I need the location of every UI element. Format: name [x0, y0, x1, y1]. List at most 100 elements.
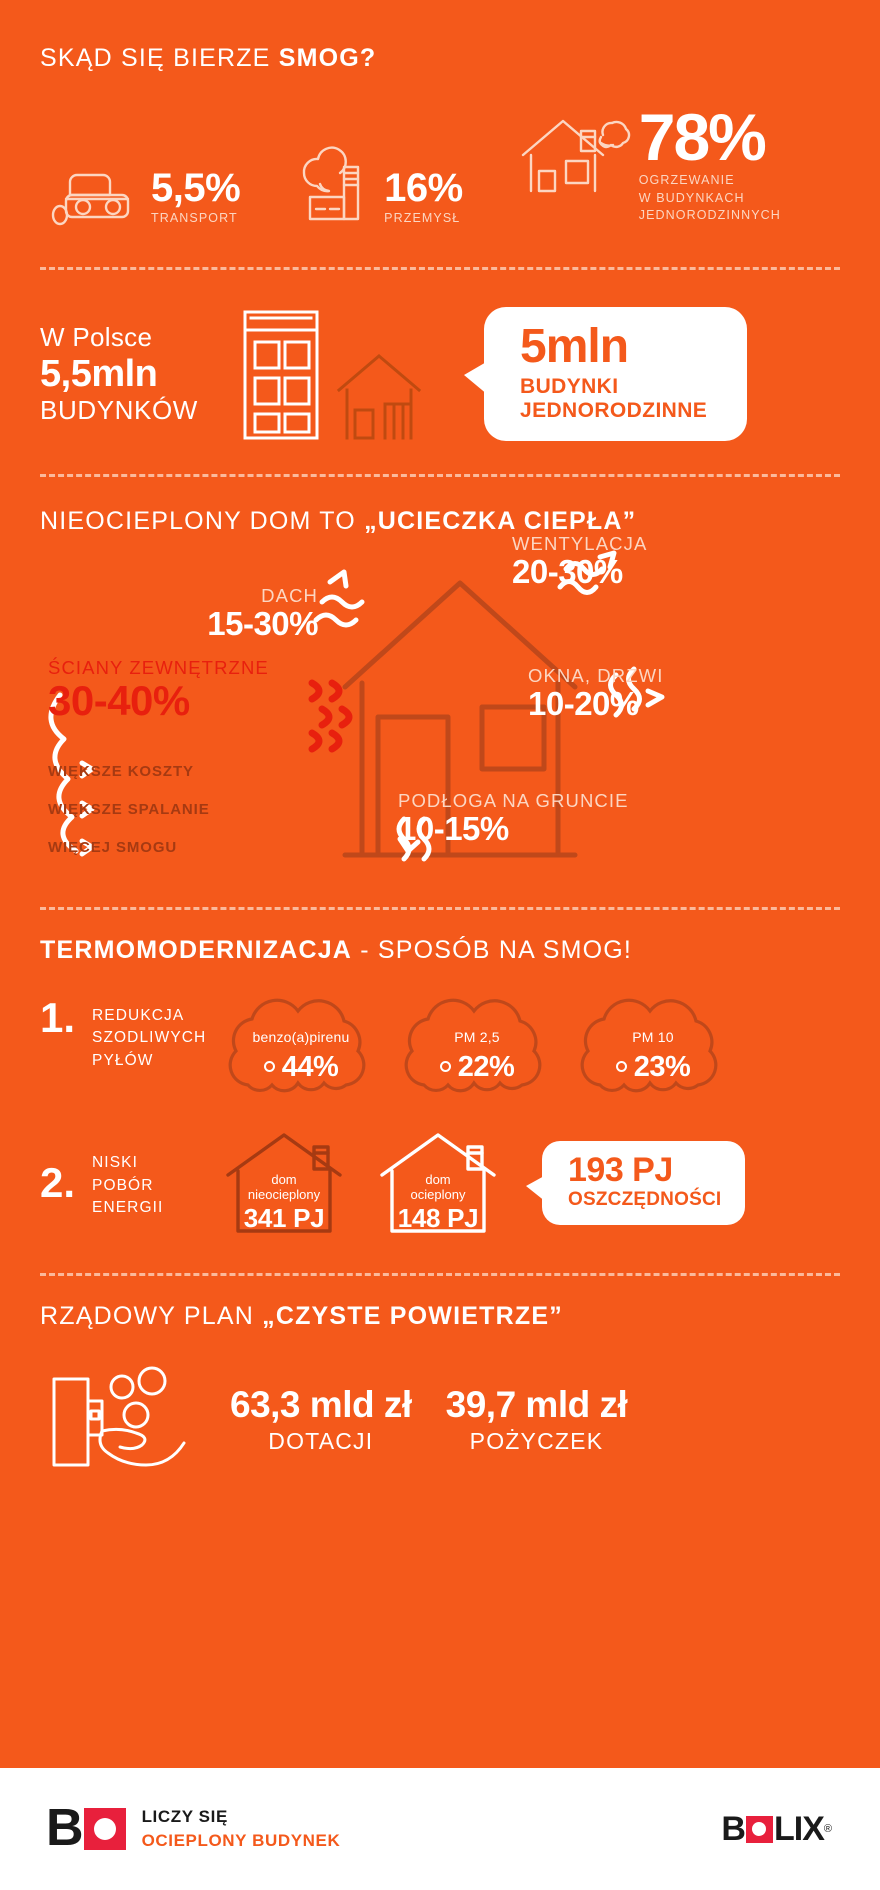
- source-heating-text: 78% OGRZEWANIE W BUDYNKACH JEDNORODZINNY…: [629, 100, 781, 227]
- buildings-icons: [233, 304, 448, 444]
- heat-loss-walls-name: ŚCIANY ZEWNĘTRZNE: [48, 657, 269, 678]
- house-smoke-icon: [521, 109, 630, 201]
- bolix-brand-logo: B LIX ®: [721, 1809, 832, 1848]
- callout-5mln-label: BUDYNKI JEDNORODZINNE: [520, 375, 707, 424]
- callout-savings-label: OSZCZĘDNOŚCI: [568, 1189, 722, 1210]
- cloud-pm10-value: 23%: [572, 1051, 734, 1084]
- cloud-icon: [228, 998, 366, 1093]
- source-transport-text: 5,5% TRANSPORT: [141, 166, 241, 227]
- bullet-dot-icon: [615, 1061, 627, 1072]
- big-house-outline: [342, 580, 578, 858]
- heat-loss-floor-value: 10-15%: [398, 810, 509, 847]
- car-icon: [51, 165, 141, 227]
- divider-2: [40, 474, 840, 477]
- heating-label-line3: JEDNORODZINNYCH: [638, 208, 781, 223]
- source-industry-value: 16%: [384, 166, 463, 210]
- source-heating: 78% OGRZEWANIE W BUDYNKACH JEDNORODZINNY…: [521, 100, 781, 227]
- heat-loss-windows: OKNA, DRZWI 10-20%: [528, 665, 728, 722]
- step-1-number: 1.: [40, 994, 76, 1041]
- cloud-pm25-value: 22%: [396, 1051, 558, 1084]
- heat-loss-floor: PODŁOGA NA GRUNCIE 10-15%: [398, 790, 658, 847]
- footer-slogan: LICZY SIĘ OCIEPLONY BUDYNEK: [142, 1807, 341, 1851]
- funding-grants: 63,3 mld zł DOTACJI: [230, 1384, 412, 1455]
- poland-line3: BUDYNKÓW: [40, 395, 198, 426]
- section5-title-plain: RZĄDOWY PLAN: [40, 1302, 263, 1330]
- house-outline-icon: [226, 1133, 342, 1233]
- bolix-brand-o-icon: [745, 1815, 773, 1843]
- funding-row: 63,3 mld zł DOTACJI 39,7 mld zł POŻYCZEK: [40, 1365, 840, 1473]
- cloud-icon: [580, 998, 718, 1093]
- section4-title-bold: TERMOMODERNIZACJA: [40, 936, 353, 964]
- factory-icon: [296, 145, 374, 227]
- footer: B LICZY SIĘ OCIEPLONY BUDYNEK B LIX ®: [0, 1768, 880, 1890]
- callout-5mln-line2: JEDNORODZINNE: [520, 399, 708, 422]
- bolix-brand-dot-icon: [752, 1822, 767, 1836]
- section3-title-bold: „UCIECZKA CIEPŁA”: [364, 507, 637, 535]
- section-smog-sources: SKĄD SIĘ BIERZE SMOG?: [0, 0, 880, 227]
- house-insulated-label-line2: ocieplony: [410, 1186, 466, 1202]
- cloud-pm10-name: PM 10: [632, 1029, 674, 1045]
- step-1-text: REDUKCJA SZODLIWYCH PYŁÓW: [92, 1007, 207, 1069]
- poland-line1: W Polsce: [40, 321, 153, 352]
- footer-slogan-line2: OCIEPLONY BUDYNEK: [141, 1831, 341, 1850]
- divider-4: [40, 1273, 840, 1276]
- house-insulated-value: 148 PJ: [397, 1203, 479, 1233]
- source-transport-value: 5,5%: [151, 166, 241, 210]
- cloud-benzoapiren-name: benzo(a)pirenu: [252, 1029, 350, 1045]
- funding-loans: 39,7 mld zł POŻYCZEK: [446, 1384, 628, 1455]
- section-heat-loss: NIEOCIEPLONY DOM TO „UCIECZKA CIEPŁA”: [0, 477, 880, 907]
- house-insulated-label: dom ocieplony: [372, 1172, 504, 1203]
- heat-loss-walls-value: 30-40%: [48, 677, 190, 724]
- house-uninsulated-label-line1: dom: [271, 1172, 297, 1187]
- cloud-benzoapiren-value: 44%: [220, 1051, 382, 1084]
- consequence-item: WIĘKSZE SPALANIE: [48, 801, 210, 818]
- section5-title-bold: „CZYSTE POWIETRZE”: [262, 1302, 563, 1330]
- heat-loss-ventilation-name: WENTYLACJA: [512, 533, 648, 554]
- footer-slogan-line1: LICZY SIĘ: [141, 1807, 228, 1826]
- funding-grants-label: DOTACJI: [268, 1427, 374, 1454]
- bullet-dot-icon: [439, 1061, 451, 1072]
- step-2-number: 2.: [40, 1159, 76, 1207]
- heat-loss-roof-value: 15-30%: [207, 605, 318, 642]
- bo-logo-letter-b: B: [46, 1799, 84, 1858]
- heating-label-line2: W BUDYNKACH: [638, 190, 745, 205]
- bo-logo: B: [46, 1799, 126, 1858]
- cloud-pm25-value-text: 22%: [457, 1051, 515, 1083]
- bo-logo-letter-o: [83, 1807, 126, 1850]
- section1-title: SKĄD SIĘ BIERZE SMOG?: [40, 44, 840, 73]
- source-heating-value: 78%: [638, 100, 767, 174]
- cloud-benzoapiren-value-text: 44%: [281, 1051, 339, 1083]
- source-industry: 16% PRZEMYSŁ: [296, 145, 463, 227]
- funding-loans-amount: 39,7 mld zł: [445, 1383, 628, 1425]
- funding-loans-label: POŻYCZEK: [469, 1427, 604, 1454]
- heat-loss-windows-value: 10-20%: [528, 685, 639, 722]
- house-uninsulated-value: 341 PJ: [243, 1203, 325, 1233]
- bolix-brand-registered: ®: [823, 1823, 832, 1835]
- callout-savings: 193 PJ OSZCZĘDNOŚCI: [525, 1141, 746, 1225]
- source-industry-text: 16% PRZEMYSŁ: [374, 166, 463, 227]
- heat-loss-ventilation-value: 20-30%: [512, 553, 623, 590]
- hand-with-coins-icon: [40, 1365, 230, 1473]
- source-heating-label: OGRZEWANIE W BUDYNKACH JEDNORODZINNYCH: [639, 172, 781, 225]
- section4-title: TERMOMODERNIZACJA - SPOSÓB NA SMOG!: [40, 936, 840, 965]
- heat-loss-roof: DACH 15-30%: [168, 585, 318, 642]
- cloud-icon: [404, 998, 542, 1093]
- section1-title-bold: SMOG?: [278, 44, 377, 72]
- step-2: 2. NISKI POBÓR ENERGII dom nieocieplony …: [40, 1127, 840, 1239]
- heat-loss-floor-name: PODŁOGA NA GRUNCIE: [398, 790, 629, 811]
- wall-heat-arrow-icon: [308, 679, 353, 753]
- poland-line2: 5,5mln: [40, 352, 158, 395]
- section-government-plan: RZĄDOWY PLAN „CZYSTE POWIETRZE”: [0, 1276, 880, 1473]
- callout-5mln-value: 5mln: [520, 319, 629, 373]
- house-insulated: dom ocieplony 148 PJ: [372, 1127, 504, 1239]
- house-icon: [336, 354, 422, 440]
- heat-loss-windows-name: OKNA, DRZWI: [528, 665, 664, 686]
- section5-title: RZĄDOWY PLAN „CZYSTE POWIETRZE”: [40, 1302, 840, 1331]
- house-uninsulated-label-line2: nieocieplony: [247, 1186, 321, 1202]
- bullet-dot-icon: [263, 1061, 275, 1072]
- cloud-pm25: PM 2,5 22%: [396, 998, 558, 1105]
- bolix-brand-suffix: LIX: [773, 1809, 825, 1848]
- divider-3: [40, 907, 840, 910]
- callout-5mln-line1: BUDYNKI: [520, 374, 619, 398]
